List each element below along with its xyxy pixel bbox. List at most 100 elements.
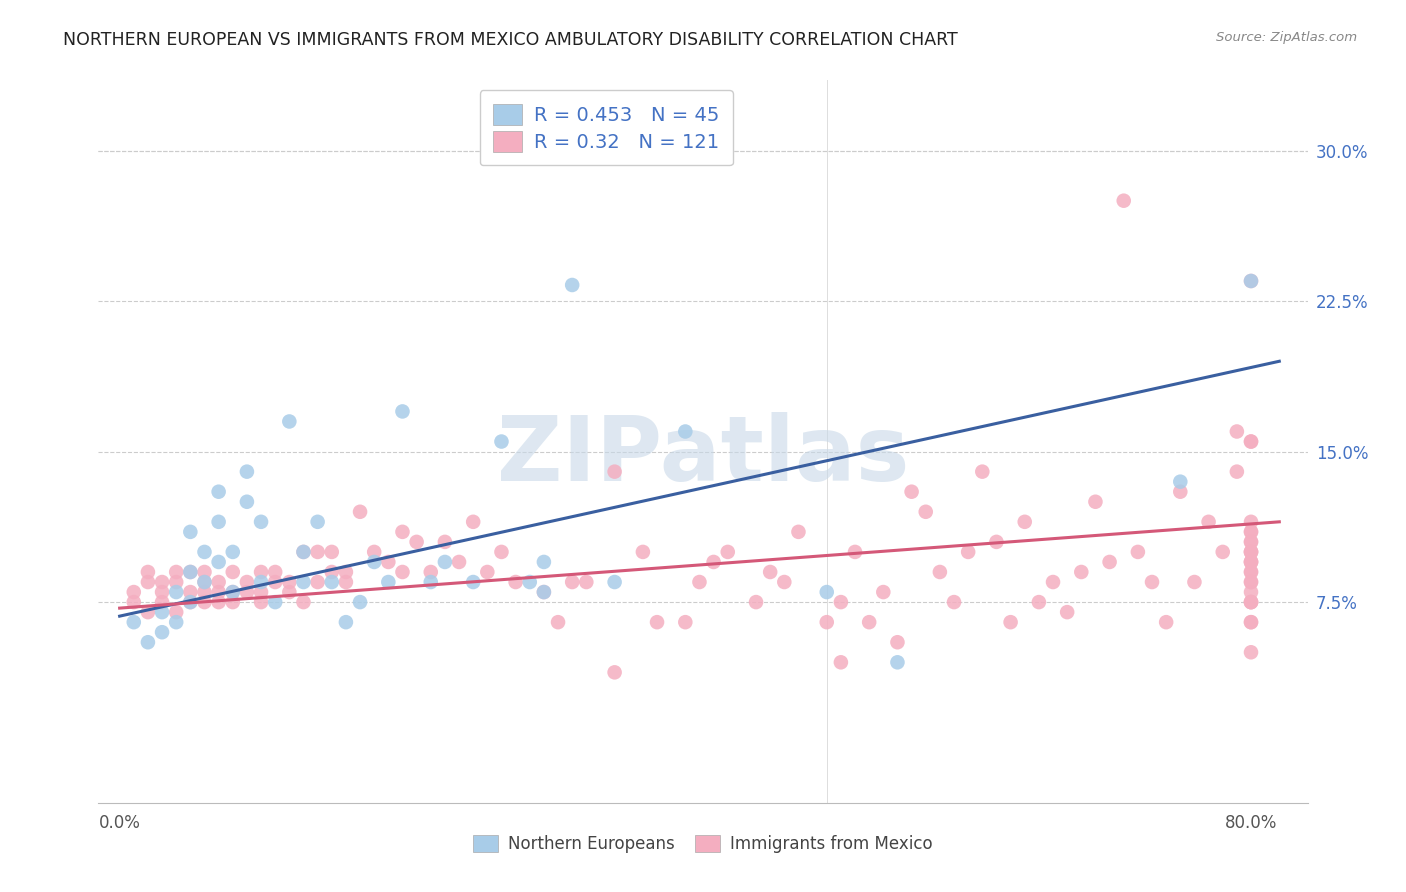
Point — [914, 505, 936, 519]
Point — [207, 515, 229, 529]
Point — [1240, 615, 1263, 630]
Text: Source: ZipAtlas.com: Source: ZipAtlas.com — [1216, 31, 1357, 45]
Point — [264, 575, 287, 590]
Point — [631, 545, 654, 559]
Point — [236, 585, 259, 599]
Point — [830, 595, 852, 609]
Point — [1240, 555, 1263, 569]
Point — [419, 565, 441, 579]
Point — [150, 585, 173, 599]
Point — [222, 545, 245, 559]
Point — [292, 545, 315, 559]
Point — [886, 655, 908, 669]
Point — [1240, 595, 1263, 609]
Point — [943, 595, 966, 609]
Point — [844, 545, 866, 559]
Point — [193, 565, 215, 579]
Point — [207, 595, 229, 609]
Point — [787, 524, 810, 539]
Point — [830, 655, 852, 669]
Point — [1070, 565, 1092, 579]
Point — [533, 555, 555, 569]
Point — [505, 575, 527, 590]
Point — [207, 484, 229, 499]
Point — [165, 565, 187, 579]
Point — [349, 595, 371, 609]
Point — [463, 515, 485, 529]
Point — [193, 585, 215, 599]
Point — [759, 565, 782, 579]
Point — [222, 585, 245, 599]
Point — [1240, 575, 1263, 590]
Point — [533, 585, 555, 599]
Point — [179, 585, 201, 599]
Point — [575, 575, 598, 590]
Point — [491, 434, 513, 449]
Point — [433, 535, 456, 549]
Point — [193, 575, 215, 590]
Point — [292, 575, 315, 590]
Point — [645, 615, 668, 630]
Point — [957, 545, 980, 559]
Point — [207, 585, 229, 599]
Point — [236, 575, 259, 590]
Point — [136, 605, 159, 619]
Point — [165, 575, 187, 590]
Point — [391, 404, 413, 418]
Point — [928, 565, 950, 579]
Point — [335, 565, 357, 579]
Point — [122, 615, 145, 630]
Point — [179, 565, 201, 579]
Point — [1240, 575, 1263, 590]
Point — [1240, 524, 1263, 539]
Point — [1226, 465, 1249, 479]
Point — [136, 635, 159, 649]
Point — [136, 575, 159, 590]
Point — [1126, 545, 1149, 559]
Point — [1084, 494, 1107, 508]
Point — [250, 585, 273, 599]
Point — [477, 565, 499, 579]
Point — [278, 575, 301, 590]
Point — [1240, 555, 1263, 569]
Point — [193, 545, 215, 559]
Point — [264, 595, 287, 609]
Point — [363, 555, 385, 569]
Point — [1042, 575, 1064, 590]
Point — [1098, 555, 1121, 569]
Point — [815, 615, 838, 630]
Point — [1184, 575, 1206, 590]
Point — [703, 555, 725, 569]
Point — [278, 585, 301, 599]
Legend: Northern Europeans, Immigrants from Mexico: Northern Europeans, Immigrants from Mexi… — [467, 828, 939, 860]
Point — [349, 505, 371, 519]
Point — [1240, 535, 1263, 549]
Point — [561, 575, 583, 590]
Point — [1240, 434, 1263, 449]
Point — [1240, 545, 1263, 559]
Point — [1212, 545, 1234, 559]
Point — [1014, 515, 1036, 529]
Point — [1226, 425, 1249, 439]
Point — [236, 494, 259, 508]
Point — [1240, 565, 1263, 579]
Point — [603, 665, 626, 680]
Point — [321, 565, 343, 579]
Point — [391, 565, 413, 579]
Point — [1240, 565, 1263, 579]
Point — [491, 545, 513, 559]
Point — [179, 595, 201, 609]
Point — [1240, 595, 1263, 609]
Point — [278, 414, 301, 429]
Point — [391, 524, 413, 539]
Point — [463, 575, 485, 590]
Point — [292, 545, 315, 559]
Point — [433, 555, 456, 569]
Point — [264, 565, 287, 579]
Point — [1240, 585, 1263, 599]
Point — [307, 545, 329, 559]
Point — [222, 565, 245, 579]
Point — [307, 575, 329, 590]
Point — [419, 575, 441, 590]
Point — [321, 575, 343, 590]
